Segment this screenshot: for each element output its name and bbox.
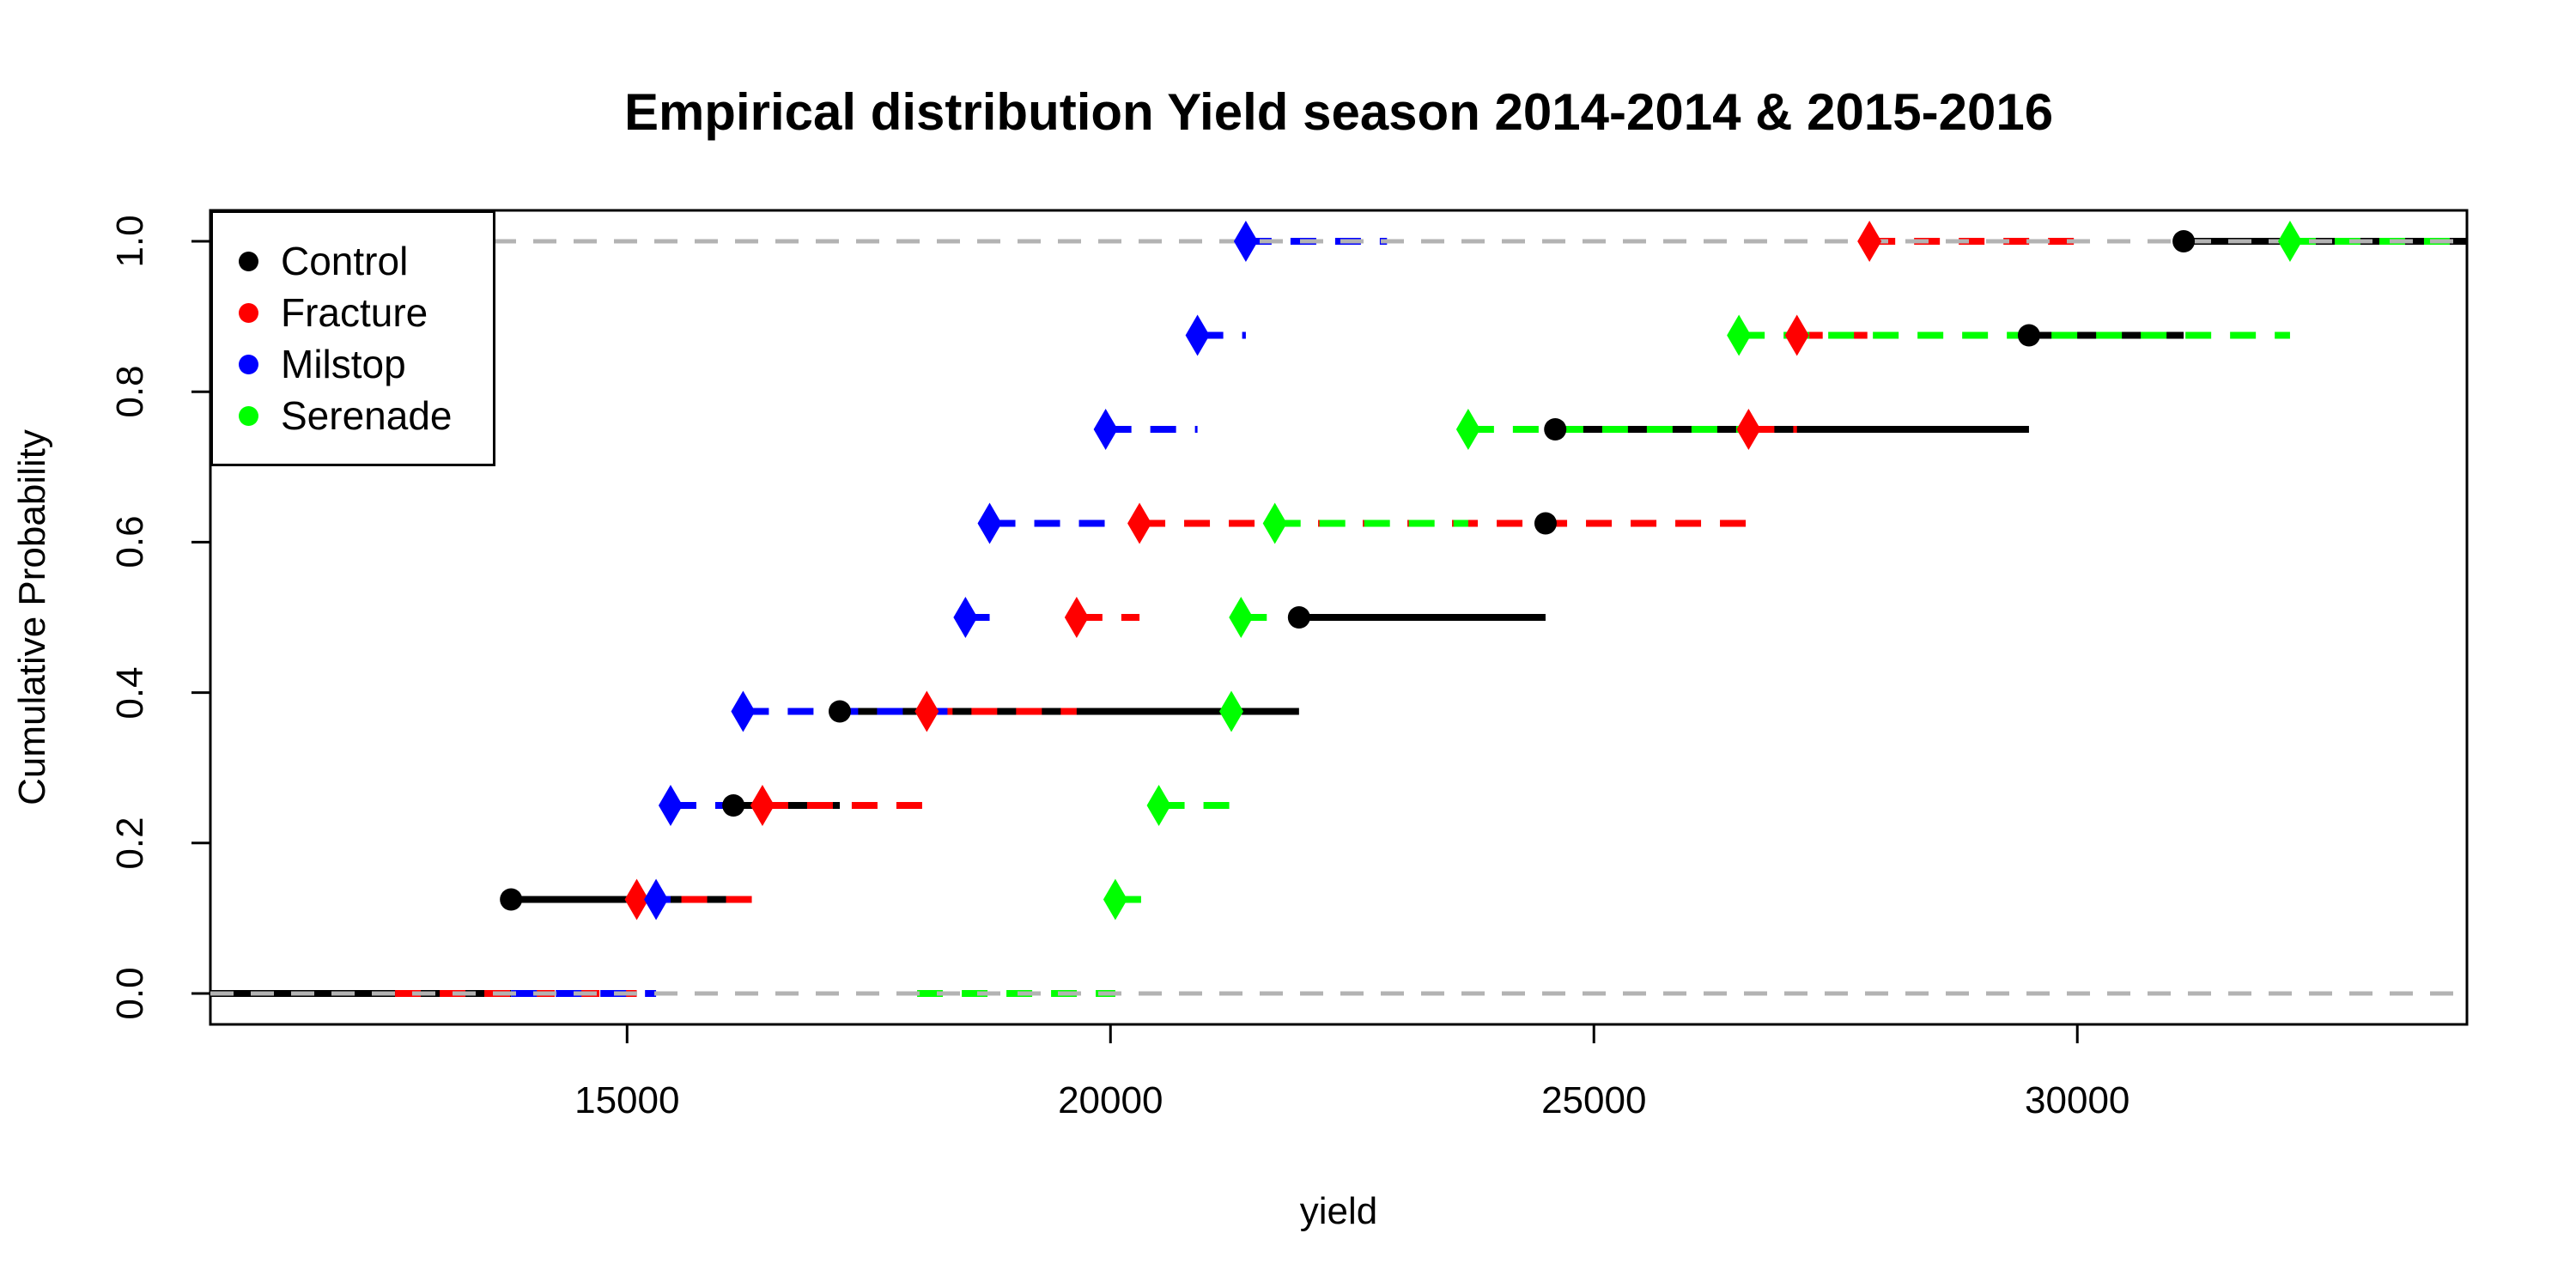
series-points-serenade [1103,221,2302,920]
legend-label: Milstop [281,342,406,386]
data-point-diamond [1262,502,1287,544]
data-point-diamond [750,785,775,826]
y-axis-title: Cumulative Probability [11,429,53,805]
data-point-diamond [1064,597,1089,638]
data-point-diamond [977,502,1002,544]
x-axis-title: yield [1299,1190,1378,1232]
data-point-circle [1544,418,1567,440]
legend-label: Serenade [281,393,453,438]
data-point-diamond [1455,409,1480,450]
data-point-circle [1287,606,1310,629]
y-tick-label: 0.6 [109,515,151,568]
series-points-fracture [624,221,1882,920]
y-tick-label: 0.0 [109,967,151,1020]
data-point-diamond [1146,785,1171,826]
series-points-control [500,230,2196,911]
legend-item-control: Control [239,235,493,287]
data-point-diamond [1736,409,1761,450]
x-tick-label: 20000 [1058,1079,1163,1121]
legend-label: Fracture [281,290,428,335]
data-point-diamond [2277,221,2302,262]
data-point-diamond [1233,221,1258,262]
data-point-circle [2172,230,2196,252]
x-tick-label: 15000 [574,1079,680,1121]
series-line-serenade [917,238,2467,997]
y-tick-label: 1.0 [109,215,151,268]
x-axis-ticks [625,1024,2079,1043]
y-tick-label: 0.2 [109,817,151,870]
chart-title: Empirical distribution Yield season 2014… [623,83,2054,141]
data-point-diamond [644,878,669,920]
legend: Control Fracture Milstop Serenade [210,210,495,466]
data-point-diamond [1219,690,1244,732]
data-point-diamond [624,878,649,920]
y-tick-label: 0.8 [109,365,151,418]
data-point-circle [1534,512,1557,535]
data-point-diamond [1185,314,1210,356]
data-point-circle [500,888,523,911]
data-point-diamond [1727,314,1752,356]
data-point-circle [2017,324,2040,347]
legend-item-fracture: Fracture [239,287,493,338]
plot-border [209,209,2469,1026]
data-point-diamond [1127,502,1152,544]
data-point-diamond [1093,409,1118,450]
legend-marker-circle-icon [239,354,258,374]
data-point-diamond [658,785,683,826]
legend-marker-circle-icon [239,405,258,426]
series-points-milstop [644,221,1258,920]
data-point-diamond [731,690,756,732]
data-point-diamond [914,690,939,732]
data-point-diamond [1103,878,1127,920]
y-tick-label: 0.4 [109,666,151,720]
legend-item-serenade: Serenade [239,390,493,441]
legend-marker-circle-icon [239,302,258,323]
data-point-diamond [953,597,978,638]
data-point-circle [829,700,852,723]
legend-item-milstop: Milstop [239,338,493,390]
x-tick-label: 30000 [2025,1079,2130,1121]
x-tick-label: 25000 [1541,1079,1647,1121]
legend-label: Control [281,239,409,283]
data-point-diamond [1784,314,1809,356]
data-point-diamond [1229,597,1254,638]
y-axis-ticks [191,240,210,995]
legend-marker-circle-icon [239,251,258,271]
data-point-circle [722,794,745,817]
data-point-diamond [1857,221,1882,262]
series-line-control [210,238,2467,997]
reference-lines [210,239,2467,996]
